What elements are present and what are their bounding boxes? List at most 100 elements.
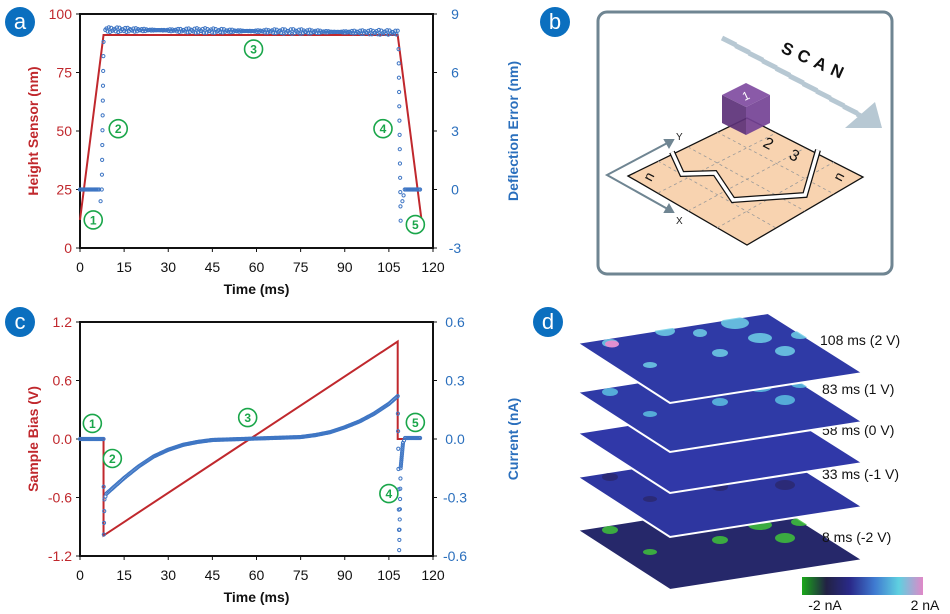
data-point (100, 113, 105, 118)
annotation-marker (373, 118, 393, 139)
data-point (279, 30, 284, 36)
data-point (417, 187, 423, 192)
panel-c-badge: c (5, 307, 35, 337)
x-tick-label: 75 (293, 259, 309, 275)
x-tick-label: 0 (76, 567, 84, 583)
scan-stripe (774, 66, 792, 78)
y-left-tick-label: 0 (64, 240, 72, 256)
data-point (359, 31, 364, 37)
data-point (399, 452, 405, 457)
data-point (396, 89, 402, 95)
current-spot (775, 346, 795, 356)
y-right-tick-label: 6 (451, 65, 459, 81)
data-point (383, 31, 389, 37)
data-point (417, 435, 423, 441)
data-point (397, 104, 402, 109)
data-point (368, 27, 373, 33)
data-point (397, 548, 402, 553)
layer-label: 33 ms (-1 V) (822, 466, 899, 482)
scan-stripe (720, 35, 738, 48)
data-point (192, 26, 197, 31)
chart-a-height-deflection: 0 15 30 45 60 75 90 105 1200255075100-30369Time … (25, 6, 521, 297)
y-right-axis-label: Deflection Error (nm) (505, 61, 521, 201)
scan-arrowhead (845, 102, 882, 128)
y-left-tick-label: 0.6 (53, 373, 73, 389)
x-tick-label: 30 (160, 567, 176, 583)
current-spot (643, 362, 657, 368)
data-point (397, 147, 402, 152)
x-tick-label: 120 (421, 259, 445, 275)
data-point (113, 29, 118, 34)
data-point (97, 187, 102, 192)
data-point (101, 436, 106, 442)
x-tick-label: 90 (337, 259, 353, 275)
panel-d-letter: d (542, 309, 554, 334)
scan-stripe (828, 96, 846, 109)
data-point (398, 218, 403, 223)
scan-arrow-icon (720, 35, 882, 128)
data-point (99, 172, 105, 177)
data-point (101, 68, 106, 74)
annotation-label: 3 (244, 411, 251, 425)
data-point (397, 537, 402, 543)
data-point (366, 28, 371, 33)
data-point (101, 39, 106, 45)
y-right-tick-label: -0.3 (443, 490, 467, 506)
data-point (281, 31, 286, 36)
layer-spots (602, 317, 809, 368)
data-point (288, 27, 293, 32)
annotation-marker (405, 214, 426, 235)
current-spot (712, 398, 728, 406)
annotation-label: 2 (115, 122, 122, 136)
data-point (211, 26, 216, 31)
y-left-axis-label: Sample Bias (V) (25, 386, 41, 492)
y-left-axis-label: Height Sensor (nm) (25, 66, 41, 195)
data-point (132, 29, 137, 34)
data-point (397, 507, 403, 512)
data-point (306, 31, 311, 36)
y-right-tick-label: -3 (449, 240, 462, 256)
colorbar-min-label: -2 nA (808, 597, 842, 613)
annotation-marker (243, 39, 264, 59)
data-point (296, 27, 302, 32)
data-point (398, 462, 404, 467)
current-spot (748, 333, 772, 343)
current-spot (643, 549, 657, 555)
data-point (395, 394, 400, 399)
data-point (100, 98, 105, 103)
panel-b-badge: b (540, 7, 570, 37)
sample-plate (626, 117, 865, 246)
data-point (201, 30, 207, 35)
data-point (272, 27, 277, 32)
data-point (399, 450, 405, 455)
data-point (398, 204, 403, 209)
data-point (399, 458, 404, 463)
x-tick-label: 15 (116, 567, 132, 583)
y-left-tick-label: 0.0 (53, 431, 73, 447)
y-left-tick-label: 50 (56, 123, 72, 139)
panel-d-badge: d (533, 307, 563, 337)
x-tick-label: 105 (377, 259, 401, 275)
x-tick-label: 15 (116, 259, 132, 275)
y-right-tick-label: 0.0 (445, 431, 465, 447)
data-point (398, 190, 403, 195)
data-point (398, 464, 403, 469)
data-point (397, 496, 403, 502)
annotation-label: 4 (380, 122, 387, 136)
current-spot (643, 411, 657, 417)
current-spot (721, 317, 749, 329)
annotation-label: 4 (386, 487, 393, 501)
data-point (124, 29, 129, 35)
data-point (397, 118, 402, 123)
y-right-tick-label: 0.3 (445, 373, 465, 389)
data-point (400, 199, 405, 204)
layer-label: 108 ms (2 V) (820, 332, 900, 348)
data-point (395, 429, 401, 434)
data-point (114, 25, 120, 30)
axes-arrows-icon (604, 139, 675, 213)
x-axis-label: Time (ms) (224, 281, 290, 297)
data-point (394, 32, 399, 37)
y-right-tick-label: 0 (451, 182, 459, 198)
data-point (123, 25, 128, 31)
y-left-tick-label: -0.6 (48, 490, 72, 506)
